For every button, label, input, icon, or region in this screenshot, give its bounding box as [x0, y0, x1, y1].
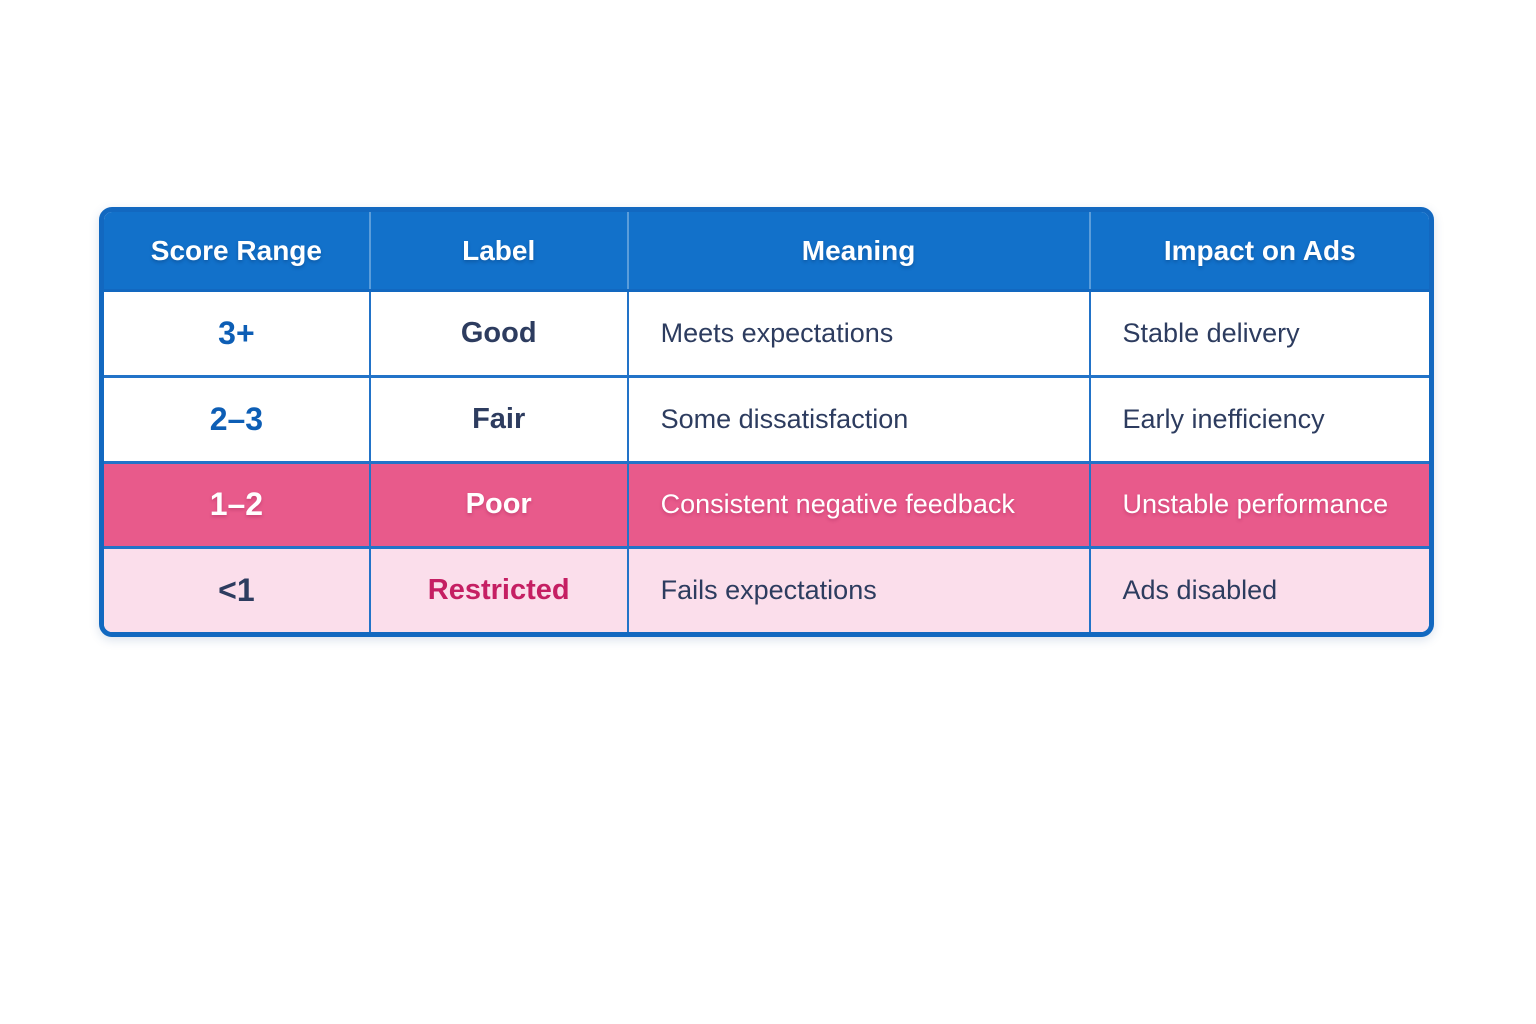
- column-header-score-range: Score Range: [104, 212, 371, 289]
- cell-impact: Ads disabled: [1122, 575, 1278, 606]
- table-row-fair: 2–3 Fair Some dissatisfaction Early inef…: [104, 377, 1429, 464]
- table-row-good: 3+ Good Meets expectations Stable delive…: [104, 292, 1429, 378]
- cell-meaning: Fails expectations: [629, 549, 1091, 632]
- cell-label: Good: [371, 292, 629, 375]
- cell-label: Fair: [371, 377, 629, 461]
- column-header-impact-on-ads: Impact on Ads: [1163, 234, 1356, 266]
- cell-score-range: 2–3: [104, 377, 371, 461]
- cell-label: Restricted: [371, 549, 629, 632]
- score-table: Score Range Label Meaning Impact on Ads …: [99, 207, 1434, 637]
- column-header-label: Label: [371, 212, 629, 289]
- cell-score-range: 3+: [104, 292, 371, 375]
- cell-meaning: Consistent negative feedback: [629, 463, 1091, 547]
- table-row-poor: 1–2 Poor Consistent negative feedback Un…: [104, 463, 1429, 550]
- cell-impact: Unstable performance: [1122, 489, 1389, 520]
- table-row-restricted: <1 Restricted Fails expectations Ads dis…: [104, 549, 1429, 632]
- column-header-meaning: Meaning: [629, 212, 1091, 289]
- cell-score-range: 1–2: [104, 463, 371, 547]
- cell-meaning: Some dissatisfaction: [629, 377, 1091, 461]
- cell-score-range: <1: [104, 549, 371, 632]
- cell-impact: Early inefficiency: [1122, 403, 1325, 434]
- cell-impact: Stable delivery: [1122, 317, 1300, 348]
- cell-label: Poor: [371, 463, 629, 547]
- cell-meaning: Meets expectations: [629, 292, 1091, 375]
- table-header-row: Score Range Label Meaning Impact on Ads: [104, 212, 1429, 292]
